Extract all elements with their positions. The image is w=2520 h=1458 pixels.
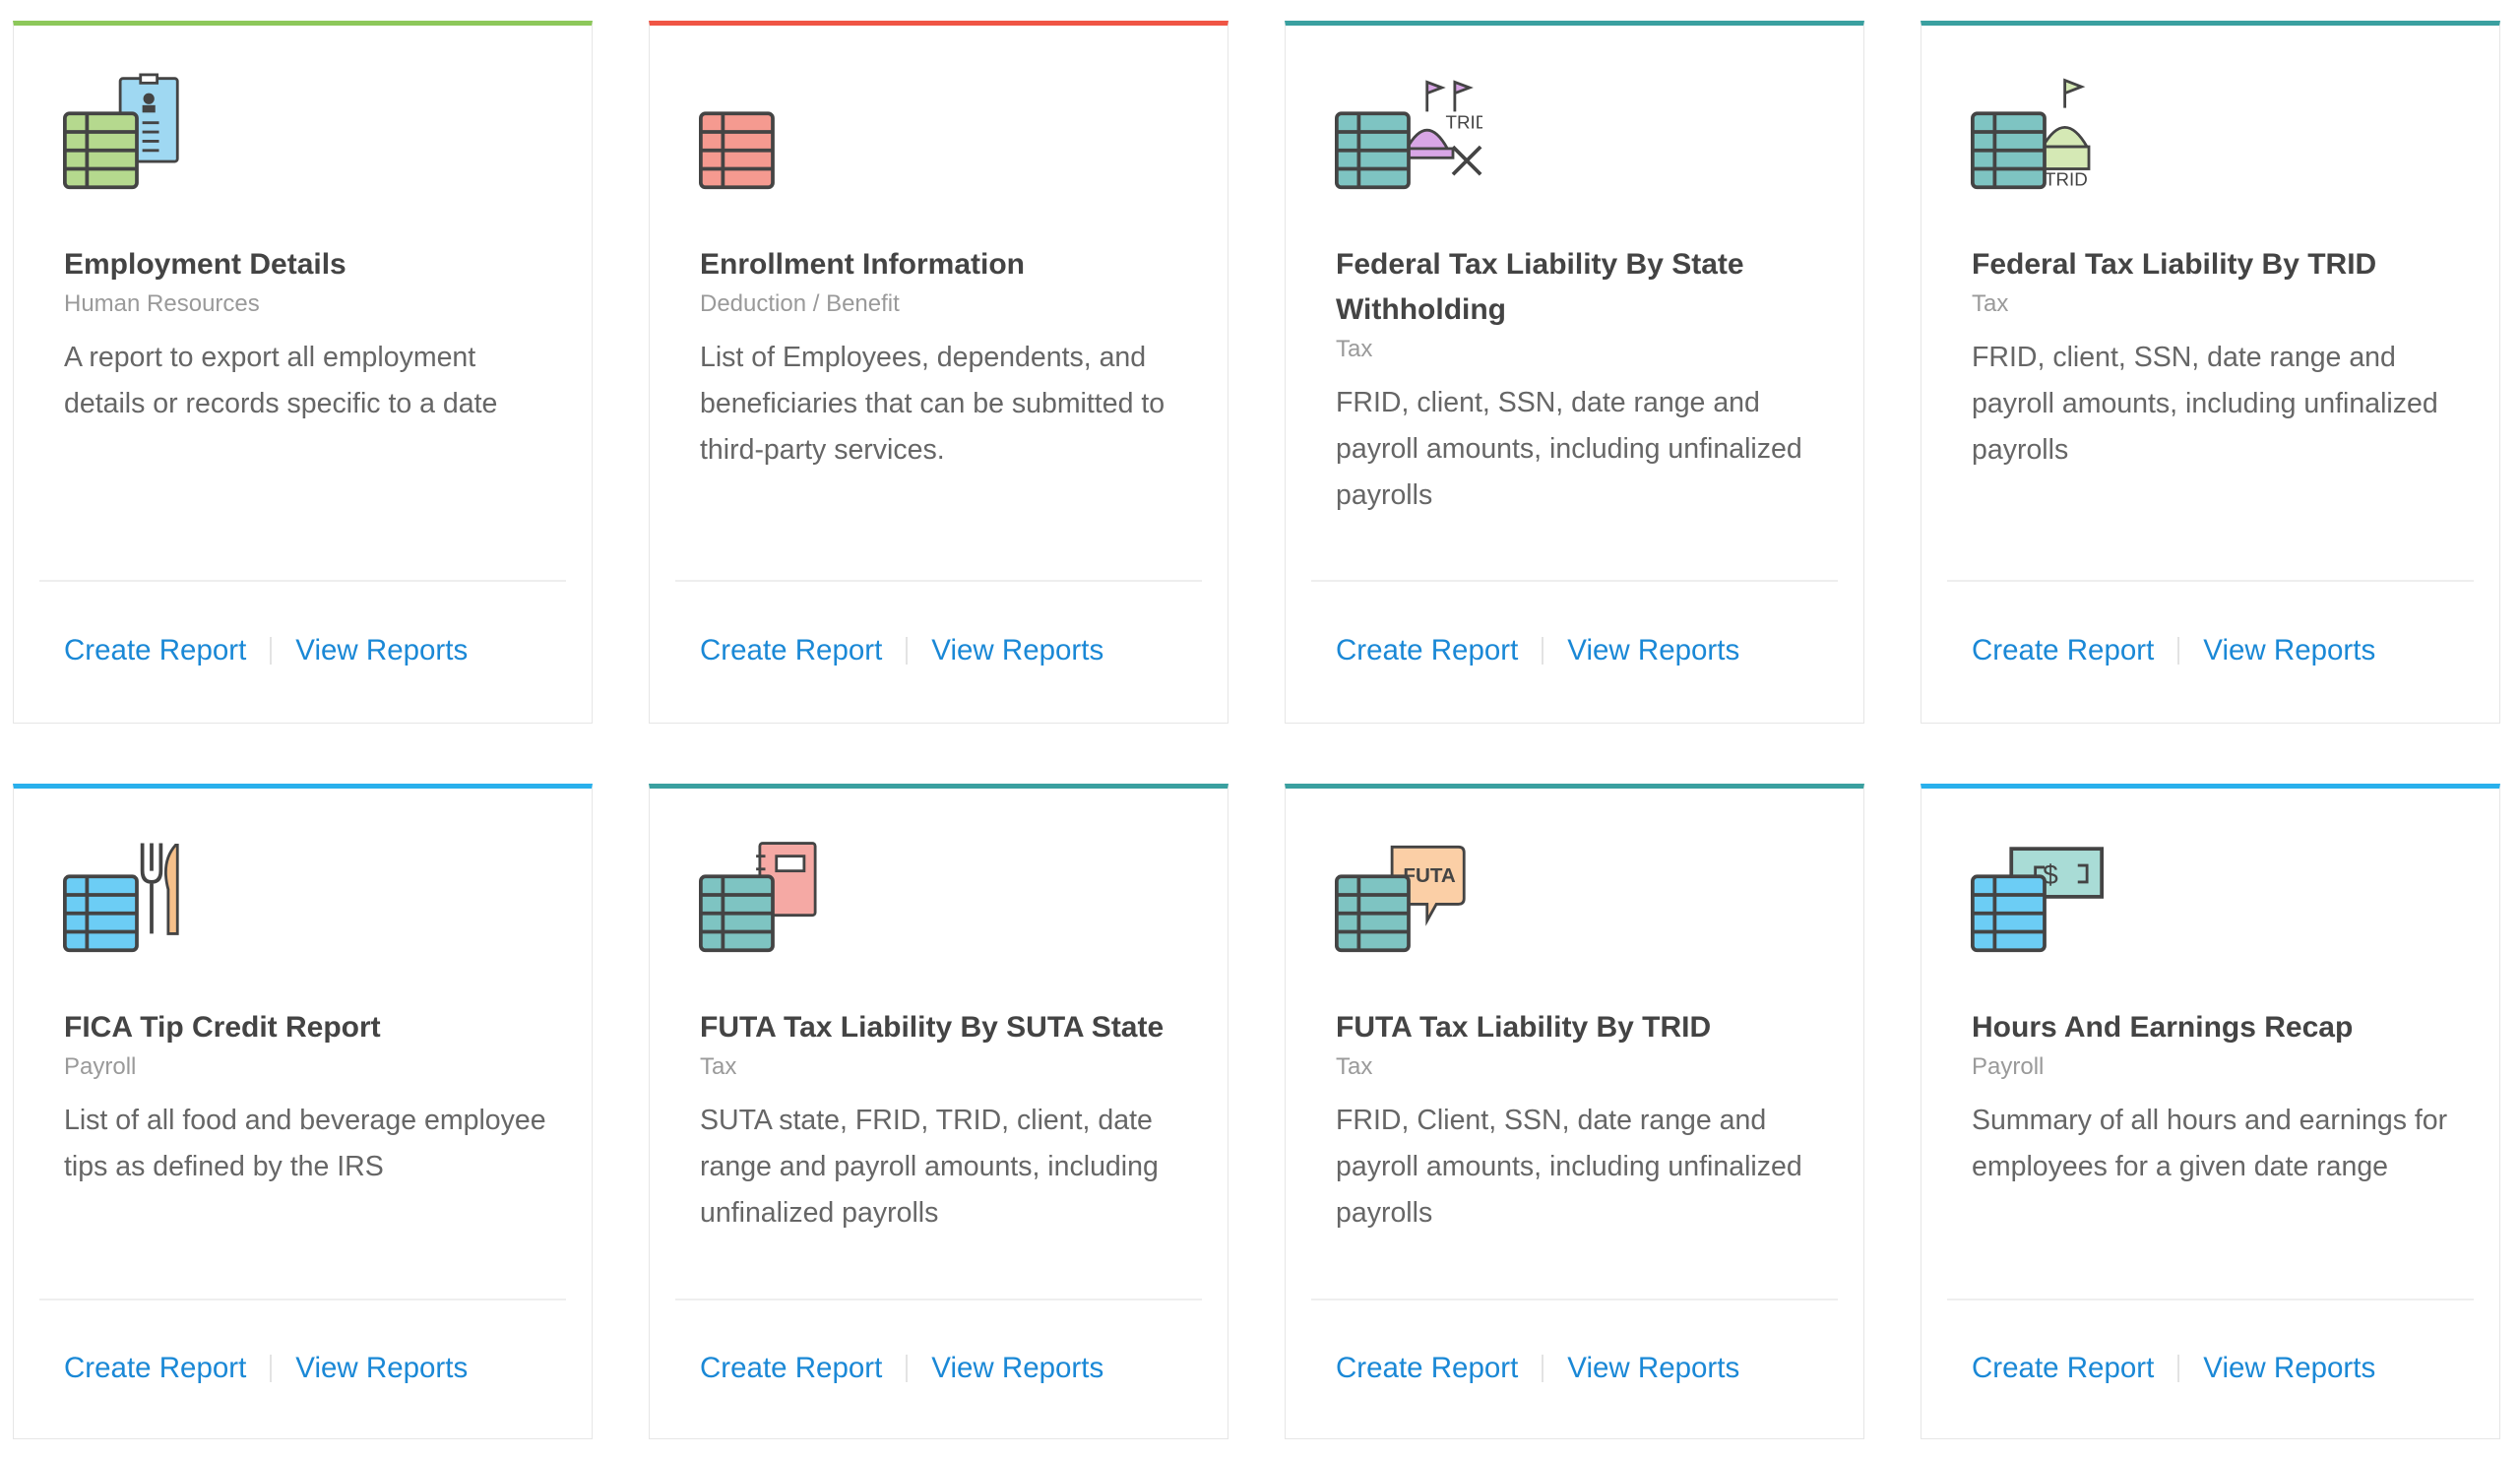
divider: [39, 580, 566, 582]
link-separator: [270, 1355, 273, 1382]
divider: [1947, 1299, 2474, 1300]
report-card: Employment Details Human Resources A rep…: [13, 21, 593, 724]
card-category: Payroll: [64, 1053, 137, 1080]
view-reports-link[interactable]: View Reports: [2203, 1352, 2376, 1384]
card-category: Deduction / Benefit: [700, 290, 900, 317]
divider: [675, 1299, 1202, 1300]
table-shape: [1335, 874, 1411, 953]
create-report-link[interactable]: Create Report: [1972, 1352, 2155, 1384]
view-reports-link[interactable]: View Reports: [295, 1352, 469, 1384]
create-report-link[interactable]: Create Report: [1336, 1352, 1519, 1384]
create-report-link[interactable]: Create Report: [700, 1352, 883, 1384]
link-separator: [270, 637, 273, 665]
svg-text:FUTA: FUTA: [1403, 864, 1456, 887]
table-shape: [63, 874, 139, 953]
svg-text:TRID: TRID: [1446, 111, 1483, 132]
view-reports-link[interactable]: View Reports: [931, 634, 1104, 666]
report-card: TRID Federal Tax Liability By State With…: [1285, 21, 1864, 724]
svg-text:$: $: [2043, 859, 2058, 890]
divider: [39, 1299, 566, 1300]
table-shape: [1971, 111, 2047, 190]
table-capitol-trid-icon: TRID: [1335, 80, 1483, 190]
view-reports-link[interactable]: View Reports: [1567, 1352, 1740, 1384]
card-title: Employment Details: [64, 248, 346, 281]
table-shape: [699, 111, 775, 190]
card-description: Summary of all hours and earnings for em…: [1972, 1105, 2448, 1182]
card-category: Tax: [1972, 290, 2009, 317]
link-separator: [1542, 1355, 1544, 1382]
table-fork-knife-icon: [63, 843, 179, 953]
report-card: FUTA FUTA Tax Liability By TRID Tax FRID…: [1285, 784, 1864, 1439]
card-actions: Create Report View Reports: [1972, 634, 2375, 667]
report-card: FICA Tip Credit Report Payroll List of a…: [13, 784, 593, 1439]
table-notebook-icon: [699, 842, 817, 953]
card-description: FRID, client, SSN, date range and payrol…: [1336, 387, 1802, 511]
card-category: Tax: [1336, 336, 1373, 362]
link-separator: [2177, 637, 2180, 665]
link-separator: [1542, 637, 1544, 665]
card-actions: Create Report View Reports: [64, 634, 468, 667]
divider: [1311, 1299, 1838, 1300]
table-speech-bubble-icon: FUTA: [1335, 845, 1466, 953]
card-title: FUTA Tax Liability By SUTA State: [700, 1011, 1165, 1044]
view-reports-link[interactable]: View Reports: [2203, 634, 2376, 666]
view-reports-link[interactable]: View Reports: [295, 634, 469, 666]
report-card: TRID Federal Tax Liability By TRID Tax F…: [1921, 21, 2500, 724]
divider: [675, 580, 1202, 582]
card-description: FRID, client, SSN, date range and payrol…: [1972, 342, 2438, 466]
card-description: SUTA state, FRID, TRID, client, date ran…: [700, 1105, 1159, 1229]
link-separator: [2177, 1355, 2180, 1382]
divider: [1311, 580, 1838, 582]
create-report-link[interactable]: Create Report: [64, 1352, 247, 1384]
report-card-grid: Employment Details Human Resources A rep…: [13, 21, 2500, 1439]
table-icon: [699, 111, 775, 190]
card-title: Federal Tax Liability By TRID: [1972, 248, 2377, 281]
card-actions: Create Report View Reports: [1336, 1352, 1739, 1385]
card-category: Human Resources: [64, 290, 260, 317]
table-dollar-bill-icon: $: [1971, 847, 2104, 953]
link-separator: [906, 637, 909, 665]
create-report-link[interactable]: Create Report: [1336, 634, 1519, 666]
create-report-link[interactable]: Create Report: [1972, 634, 2155, 666]
table-clipboard-icon: [63, 73, 179, 190]
card-actions: Create Report View Reports: [700, 634, 1103, 667]
card-title: Hours And Earnings Recap: [1972, 1011, 2354, 1044]
table-shape: [699, 874, 775, 953]
create-report-link[interactable]: Create Report: [700, 634, 883, 666]
card-category: Tax: [700, 1053, 737, 1080]
card-actions: Create Report View Reports: [1336, 634, 1739, 667]
card-category: Tax: [1336, 1053, 1373, 1080]
card-description: A report to export all employment detail…: [64, 342, 498, 419]
table-capitol-icon: TRID: [1971, 78, 2091, 190]
create-report-link[interactable]: Create Report: [64, 634, 247, 666]
card-description: List of Employees, dependents, and benef…: [700, 342, 1166, 466]
card-description: FRID, Client, SSN, date range and payrol…: [1336, 1105, 1802, 1229]
card-title: Enrollment Information: [700, 248, 1025, 281]
card-actions: Create Report View Reports: [1972, 1352, 2375, 1385]
svg-text:TRID: TRID: [2045, 168, 2088, 189]
link-separator: [906, 1355, 909, 1382]
card-category: Payroll: [1972, 1053, 2045, 1080]
report-card: $ Hours And Earnings Recap Payroll Summa…: [1921, 784, 2500, 1439]
divider: [1947, 580, 2474, 582]
card-title: FICA Tip Credit Report: [64, 1011, 381, 1044]
table-shape: [1971, 874, 2047, 953]
view-reports-link[interactable]: View Reports: [931, 1352, 1104, 1384]
table-shape: [63, 111, 139, 190]
report-card: Enrollment Information Deduction / Benef…: [649, 21, 1228, 724]
card-actions: Create Report View Reports: [700, 1352, 1103, 1385]
card-title: FUTA Tax Liability By TRID: [1336, 1011, 1712, 1044]
card-actions: Create Report View Reports: [64, 1352, 468, 1385]
report-card: FUTA Tax Liability By SUTA State Tax SUT…: [649, 784, 1228, 1439]
table-shape: [1335, 111, 1411, 190]
card-title: Federal Tax Liability By State Withholdi…: [1336, 248, 1744, 326]
view-reports-link[interactable]: View Reports: [1567, 634, 1740, 666]
card-description: List of all food and beverage employee t…: [64, 1105, 546, 1182]
